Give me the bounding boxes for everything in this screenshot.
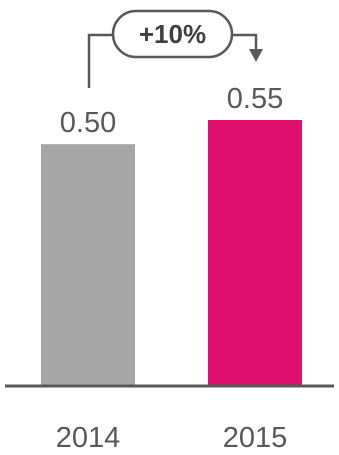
value-label-2015: 0.55 bbox=[227, 83, 283, 115]
x-tick-label-2014: 2014 bbox=[56, 422, 121, 454]
x-tick-label-2015: 2015 bbox=[223, 422, 288, 454]
arrow-down-icon bbox=[249, 49, 263, 62]
change-annotation: +10% bbox=[87, 9, 263, 88]
annotation-connector-right bbox=[231, 33, 258, 50]
change-badge-label: +10% bbox=[139, 19, 206, 49]
bar-2014 bbox=[41, 144, 135, 386]
bar-2015 bbox=[208, 120, 302, 386]
annotation-connector-left bbox=[87, 33, 114, 88]
change-badge bbox=[111, 9, 234, 59]
value-label-2014: 0.50 bbox=[60, 107, 116, 139]
